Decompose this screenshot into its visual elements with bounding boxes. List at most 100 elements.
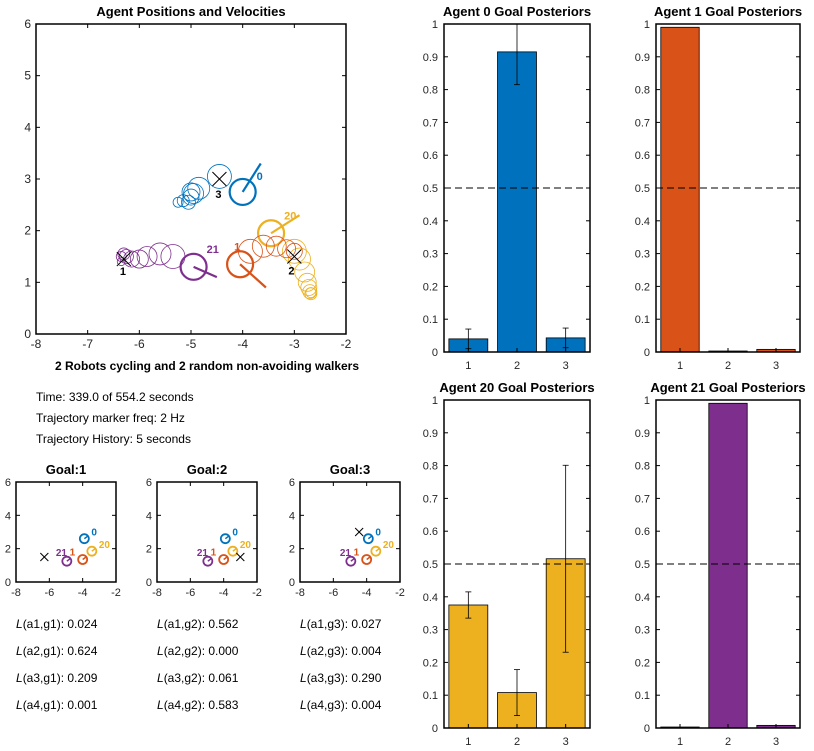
goal-plot-2-x-tick-label: -6 (185, 587, 195, 599)
bar-chart-2-y-tick-label: 0.4 (423, 592, 438, 604)
goal-plot-3-y-tick-label: 4 (289, 510, 295, 522)
bar-chart-0-y-tick-label: 0.9 (423, 52, 438, 64)
goal-2-label: 2 (288, 266, 294, 278)
agent-1-marker (225, 250, 255, 279)
goal-2-marker (286, 249, 302, 264)
agent-1-velocity (239, 263, 267, 289)
goal-plot-2-frame (156, 481, 258, 583)
bar-chart-2-bar-1 (448, 604, 489, 729)
likelihood-a2-g1: L(a2,g1): 0.624 (16, 644, 98, 658)
goal-plot-1-x-tick-label: -6 (44, 587, 54, 599)
goal-plot-3-agent-20-velocity (375, 547, 381, 552)
goal-plot-1-agent-0-marker (78, 533, 90, 545)
main-x-tick-label: -6 (134, 337, 145, 351)
trajectory-marker (117, 247, 131, 261)
bar-chart-2-y-tick-label: 0.3 (423, 625, 438, 637)
likelihood-symbol: L (300, 644, 307, 658)
info-time: Time: 339.0 of 554.2 seconds (36, 390, 194, 404)
likelihood-a4-g1: L(a4,g1): 0.001 (16, 698, 98, 712)
likelihood-a1-g1: L(a1,g1): 0.024 (16, 617, 98, 631)
trajectory-marker (181, 182, 201, 202)
goal-plot-1-y-tick-label: 2 (5, 544, 11, 556)
goal-plot-1-y-tick-label: 0 (5, 577, 11, 589)
goal-plot-2-plot-bg (157, 482, 257, 582)
likelihood-a3-g3: L(a3,g3): 0.290 (300, 671, 382, 685)
main-y-tick-label: 6 (24, 17, 31, 31)
likelihood-symbol: L (157, 617, 164, 631)
likelihood-value: (a3,g3): 0.290 (307, 671, 382, 685)
bar-chart-2-y-tick-label: 0 (432, 723, 438, 735)
goal-plot-2-agent-20-marker (227, 545, 239, 557)
bar-chart-1-y-tick-label: 0.3 (635, 249, 650, 261)
agent-0-label: 0 (257, 171, 263, 183)
likelihood-symbol: L (157, 644, 164, 658)
goal-plot-3-agent-0-velocity (367, 535, 373, 540)
bar-chart-0-y-tick-label: 0.8 (423, 85, 438, 97)
bar-chart-0-y-tick-label: 0 (432, 347, 438, 359)
goal-plot-2-agent-20-label: 20 (240, 540, 252, 551)
goal-plot-3-x-tick-label: -2 (395, 587, 405, 599)
bar-chart-0-x-tick-label: 3 (563, 360, 569, 372)
bar-chart-0-frame (443, 23, 591, 353)
bar-chart-3-y-tick-label: 0.4 (635, 592, 650, 604)
main-x-tick-label: -4 (237, 337, 248, 351)
goal-plot-2-agent-20-velocity (232, 547, 238, 552)
bar-chart-3-x-tick-label: 2 (725, 736, 731, 748)
bar-chart-1-y-tick-label: 0.1 (635, 314, 650, 326)
goal-plot-1-goal-marker (39, 552, 49, 562)
goal-plot-3-agent-0-label: 0 (375, 528, 381, 539)
goal-plot-3-agent-0-marker (362, 533, 374, 545)
trajectory-marker (281, 238, 307, 264)
main-plot-bg (36, 24, 346, 334)
goal-plot-2-y-tick-label: 2 (146, 544, 152, 556)
goal-plot-2-goal-marker (235, 552, 245, 562)
main-xlabel: 2 Robots cycling and 2 random non-avoidi… (55, 359, 359, 373)
bar-chart-1-y-tick-label: 0.2 (635, 281, 650, 293)
goal-plot-1-agent-1-label: 1 (70, 548, 76, 559)
bar-chart-1-frame (655, 23, 801, 353)
bar-chart-0-y-tick-label: 0.4 (423, 216, 438, 228)
main-x-tick-label: -8 (31, 337, 42, 351)
goal-plot-1-y-tick-label: 6 (5, 477, 11, 489)
bar-chart-3-bar-2 (708, 402, 748, 729)
bar-chart-0-bar-2 (497, 51, 537, 353)
goal-3-marker (212, 171, 227, 187)
goal-plot-1-agent-20-marker (86, 545, 98, 557)
bar-chart-0-title: Agent 0 Goal Posteriors (443, 4, 591, 19)
goal-plot-1-y-tick-label: 4 (5, 510, 11, 522)
bar-chart-3-y-tick-label: 0.7 (635, 493, 650, 505)
goal-plot-1-agent-0-velocity (83, 535, 89, 540)
goal-plot-2-agent-21-velocity (207, 557, 213, 562)
goal-plot-2-x-tick-label: -2 (252, 587, 262, 599)
likelihood-symbol: L (16, 644, 23, 658)
bar-chart-2-x-tick-label: 1 (465, 736, 471, 748)
likelihood-symbol: L (300, 671, 307, 685)
trajectory-marker (119, 249, 134, 264)
main-title: Agent Positions and Velocities (96, 4, 285, 19)
trajectory-marker (288, 247, 311, 271)
likelihood-symbol: L (157, 671, 164, 685)
goal-plot-2-agent-0-velocity (224, 535, 230, 540)
goal-plot-2-y-tick-label: 4 (146, 510, 152, 522)
likelihood-value: (a4,g2): 0.583 (164, 698, 239, 712)
likelihood-a1-g2: L(a1,g2): 0.562 (157, 617, 239, 631)
goal-plot-3-agent-1-label: 1 (354, 548, 360, 559)
bar-chart-0-x-tick-label: 2 (514, 360, 520, 372)
bar-chart-1-y-tick-label: 0.8 (635, 85, 650, 97)
goal-plot-2-x-tick-label: -8 (152, 587, 162, 599)
bar-chart-1-y-tick-label: 0.7 (635, 117, 650, 129)
goal-plot-2-x-tick-label: -4 (219, 587, 229, 599)
agent-1-label: 1 (234, 241, 240, 253)
likelihood-value: (a1,g1): 0.024 (23, 617, 98, 631)
bar-chart-2-x-tick-label: 3 (563, 736, 569, 748)
goal-plot-3-agent-21-label: 21 (340, 548, 352, 559)
goal-plot-2-agent-1-marker (218, 554, 230, 565)
bar-chart-1-x-tick-label: 1 (677, 360, 683, 372)
main-y-tick-label: 1 (24, 275, 31, 289)
trajectory-marker (182, 188, 200, 206)
likelihood-a4-g3: L(a4,g3): 0.004 (300, 698, 382, 712)
likelihood-a4-g2: L(a4,g2): 0.583 (157, 698, 239, 712)
likelihood-symbol: L (300, 698, 307, 712)
bar-chart-1-y-tick-label: 0 (644, 347, 650, 359)
bar-chart-2-y-tick-label: 0.1 (423, 690, 438, 702)
